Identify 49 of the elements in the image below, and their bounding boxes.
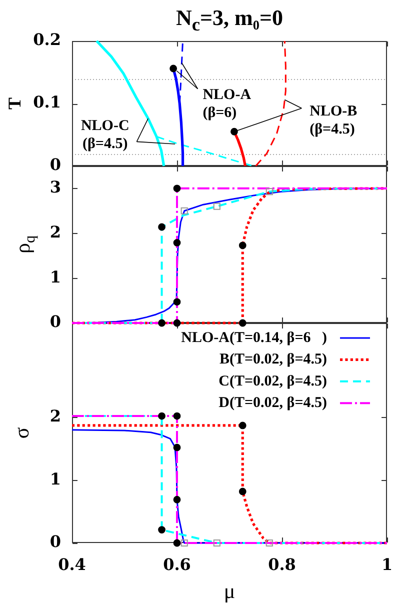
- point: [158, 223, 166, 231]
- point: [158, 526, 166, 534]
- y-tick-label: 1: [50, 267, 61, 286]
- annotation: NLO-A (β=6): [202, 86, 252, 121]
- point: [238, 422, 246, 430]
- y-tick-label: 0: [50, 312, 61, 332]
- point: [173, 184, 181, 192]
- point: [173, 539, 181, 547]
- point: [158, 319, 166, 327]
- point: [238, 488, 246, 496]
- y-tick-label: 0: [50, 532, 61, 552]
- y-tick-label: 0: [50, 155, 61, 174]
- point: [213, 539, 220, 547]
- point: [173, 412, 181, 420]
- point: [173, 496, 181, 504]
- point: [173, 239, 181, 246]
- line-series: [255, 40, 286, 167]
- point: [266, 539, 273, 547]
- annotation: NLO-B (β=4.5): [310, 104, 358, 138]
- point: [173, 444, 181, 452]
- point: [180, 207, 188, 214]
- point: [238, 319, 246, 327]
- y-axis-title: ρq: [10, 235, 39, 254]
- legend-label: C(T=0.02, β=4.5): [218, 373, 328, 390]
- legend-label: B(T=0.02, β=4.5): [220, 352, 328, 368]
- chart-title: N$_{c}$=3, m₀=0: [174, 5, 284, 36]
- x-tick-label: 0.6: [163, 554, 191, 574]
- point: [173, 319, 181, 327]
- legend-label: D(T=0.02, β=4.5): [218, 394, 328, 411]
- point: [213, 202, 220, 210]
- y-tick-label: 2: [50, 222, 61, 242]
- y-tick-label: 0.1: [33, 92, 61, 112]
- x-tick-label: 0.8: [268, 554, 296, 574]
- y-axis-title: T: [4, 97, 25, 110]
- annotation: NLO-C (β=4.5): [80, 118, 130, 152]
- x-axis-title: μ: [224, 578, 236, 603]
- x-tick-label: 1: [381, 554, 393, 574]
- y-tick-label: 0.2: [33, 30, 61, 50]
- y-tick-label: 1: [50, 469, 61, 488]
- point: [158, 412, 166, 420]
- point: [238, 242, 246, 250]
- legend-label: NLO-A(T=0.14, β=6 ): [181, 330, 328, 346]
- y-tick-label: 3: [50, 178, 61, 197]
- point: [266, 188, 273, 196]
- x-tick-label: 0.4: [58, 554, 86, 574]
- point: [180, 539, 188, 547]
- point: [173, 298, 181, 306]
- y-tick-label: 2: [50, 406, 61, 426]
- y-axis-title: σ: [10, 427, 34, 439]
